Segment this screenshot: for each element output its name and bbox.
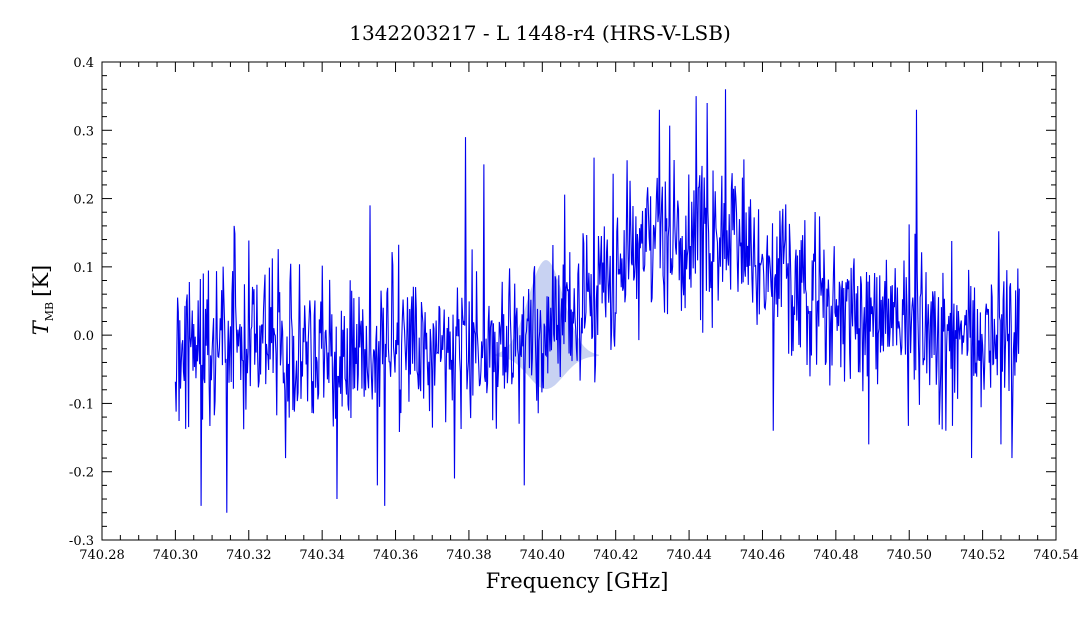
x-tick-labels: 740.28 740.30 740.32 740.34 740.36 740.38 740.…	[79, 548, 1079, 563]
x-axis-label: Frequency [GHz]	[486, 569, 669, 593]
x-tick-label: 740.54	[1033, 548, 1079, 563]
x-tick-label: 740.50	[886, 548, 932, 563]
y-tick-label: 0.2	[73, 193, 94, 208]
series-layer	[174, 89, 1020, 513]
y-axis-label-main: T	[29, 319, 53, 335]
x-tick-label: 740.52	[960, 548, 1006, 563]
y-tick-label: 0.3	[73, 124, 94, 139]
svg-text:TMB[K]: TMB [K]	[29, 265, 56, 335]
x-tick-label: 740.42	[593, 548, 639, 563]
y-tick-label: -0.2	[69, 466, 94, 481]
y-tick-label: -0.3	[69, 534, 94, 549]
spectrum-line	[174, 89, 1020, 513]
x-tick-label: 740.30	[153, 548, 199, 563]
y-axis-label: TMB [K]	[29, 265, 56, 335]
y-axis-label-unit: [K]	[29, 265, 53, 297]
y-tick-label: -0.1	[69, 397, 94, 412]
chart-title: 1342203217 - L 1448-r4 (HRS-V-LSB)	[349, 21, 731, 45]
x-tick-label: 740.44	[666, 548, 712, 563]
x-tick-label: 740.36	[373, 548, 419, 563]
x-tick-label: 740.34	[299, 548, 345, 563]
x-tick-label: 740.46	[740, 548, 786, 563]
x-tick-label: 740.32	[226, 548, 272, 563]
x-tick-label: 740.48	[813, 548, 859, 563]
axis-ticks	[101, 61, 1057, 541]
x-tick-label: 740.40	[520, 548, 566, 563]
y-tick-label: 0.4	[73, 56, 94, 71]
x-tick-label: 740.38	[446, 548, 492, 563]
x-tick-label: 740.28	[79, 548, 125, 563]
y-tick-labels: -0.3 -0.2 -0.1 0.0 0.1 0.2 0.3 0.4	[69, 56, 94, 549]
y-axis-label-sub: MB	[43, 302, 56, 321]
y-tick-label: 0.1	[73, 261, 94, 276]
y-tick-label: 0.0	[73, 329, 94, 344]
